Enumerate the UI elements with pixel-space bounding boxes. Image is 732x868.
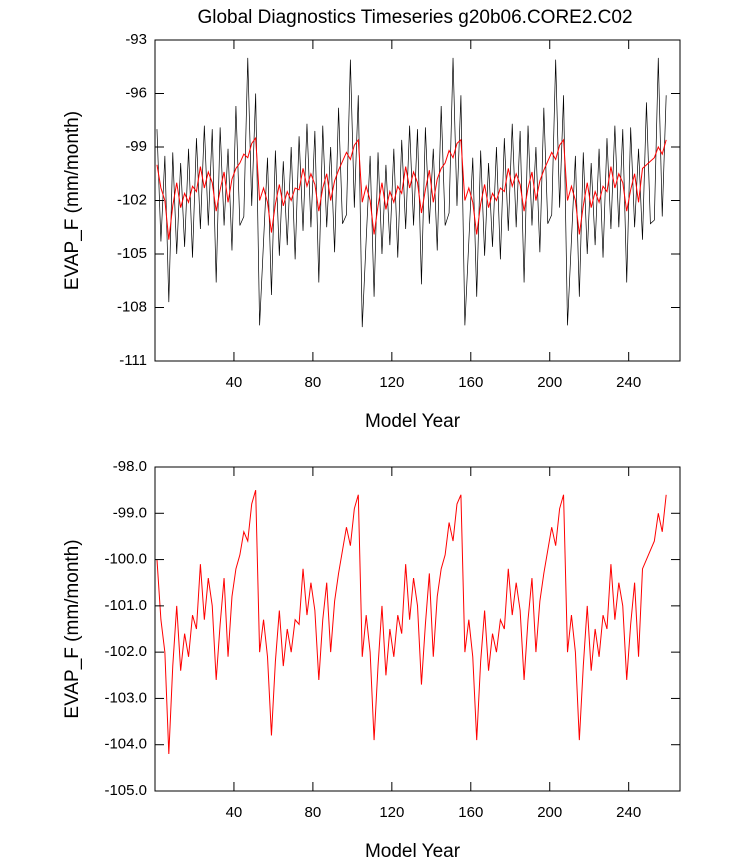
y-tick-label: -105.0 <box>104 782 147 799</box>
y-tick-label: -102 <box>117 191 147 208</box>
x-tick-label: 200 <box>537 374 562 391</box>
y-tick-label: -103.0 <box>104 689 147 706</box>
x-tick-label: 120 <box>379 374 404 391</box>
x-tick-label: 40 <box>226 804 243 821</box>
plot-frame <box>154 466 681 792</box>
y-tick-label: -98.0 <box>113 458 147 475</box>
y-tick-label: -96 <box>125 84 147 101</box>
data-line <box>156 57 667 328</box>
y-tick-label: -99.0 <box>113 504 147 521</box>
y-tick-label: -104.0 <box>104 736 147 753</box>
y-tick-label: -99 <box>125 138 147 155</box>
x-axis-label: Model Year <box>365 841 461 862</box>
x-tick-label: 120 <box>379 804 404 821</box>
x-tick-label: 80 <box>305 374 322 391</box>
x-axis-label: Model Year <box>365 411 461 432</box>
y-tick-label: -108 <box>117 298 147 315</box>
x-tick-label: 240 <box>616 374 641 391</box>
y-axis-label: EVAP_F (mm/month) <box>62 111 83 290</box>
chart-title: Global Diagnostics Timeseries g20b06.COR… <box>197 7 632 28</box>
data-line <box>156 136 667 240</box>
y-tick-label: -102.0 <box>104 643 147 660</box>
x-tick-label: 80 <box>305 804 322 821</box>
x-tick-label: 240 <box>616 804 641 821</box>
y-tick-label: -101.0 <box>104 597 147 614</box>
y-axis-label: EVAP_F (mm/month) <box>62 539 83 718</box>
data-line <box>156 490 667 754</box>
y-tick-label: -100.0 <box>104 551 147 568</box>
x-tick-label: 200 <box>537 804 562 821</box>
x-tick-label: 40 <box>226 374 243 391</box>
y-tick-label: -111 <box>119 352 147 369</box>
x-tick-label: 160 <box>458 374 483 391</box>
x-tick-label: 160 <box>458 804 483 821</box>
y-tick-label: -105 <box>117 245 147 262</box>
y-tick-label: -93 <box>125 31 147 48</box>
